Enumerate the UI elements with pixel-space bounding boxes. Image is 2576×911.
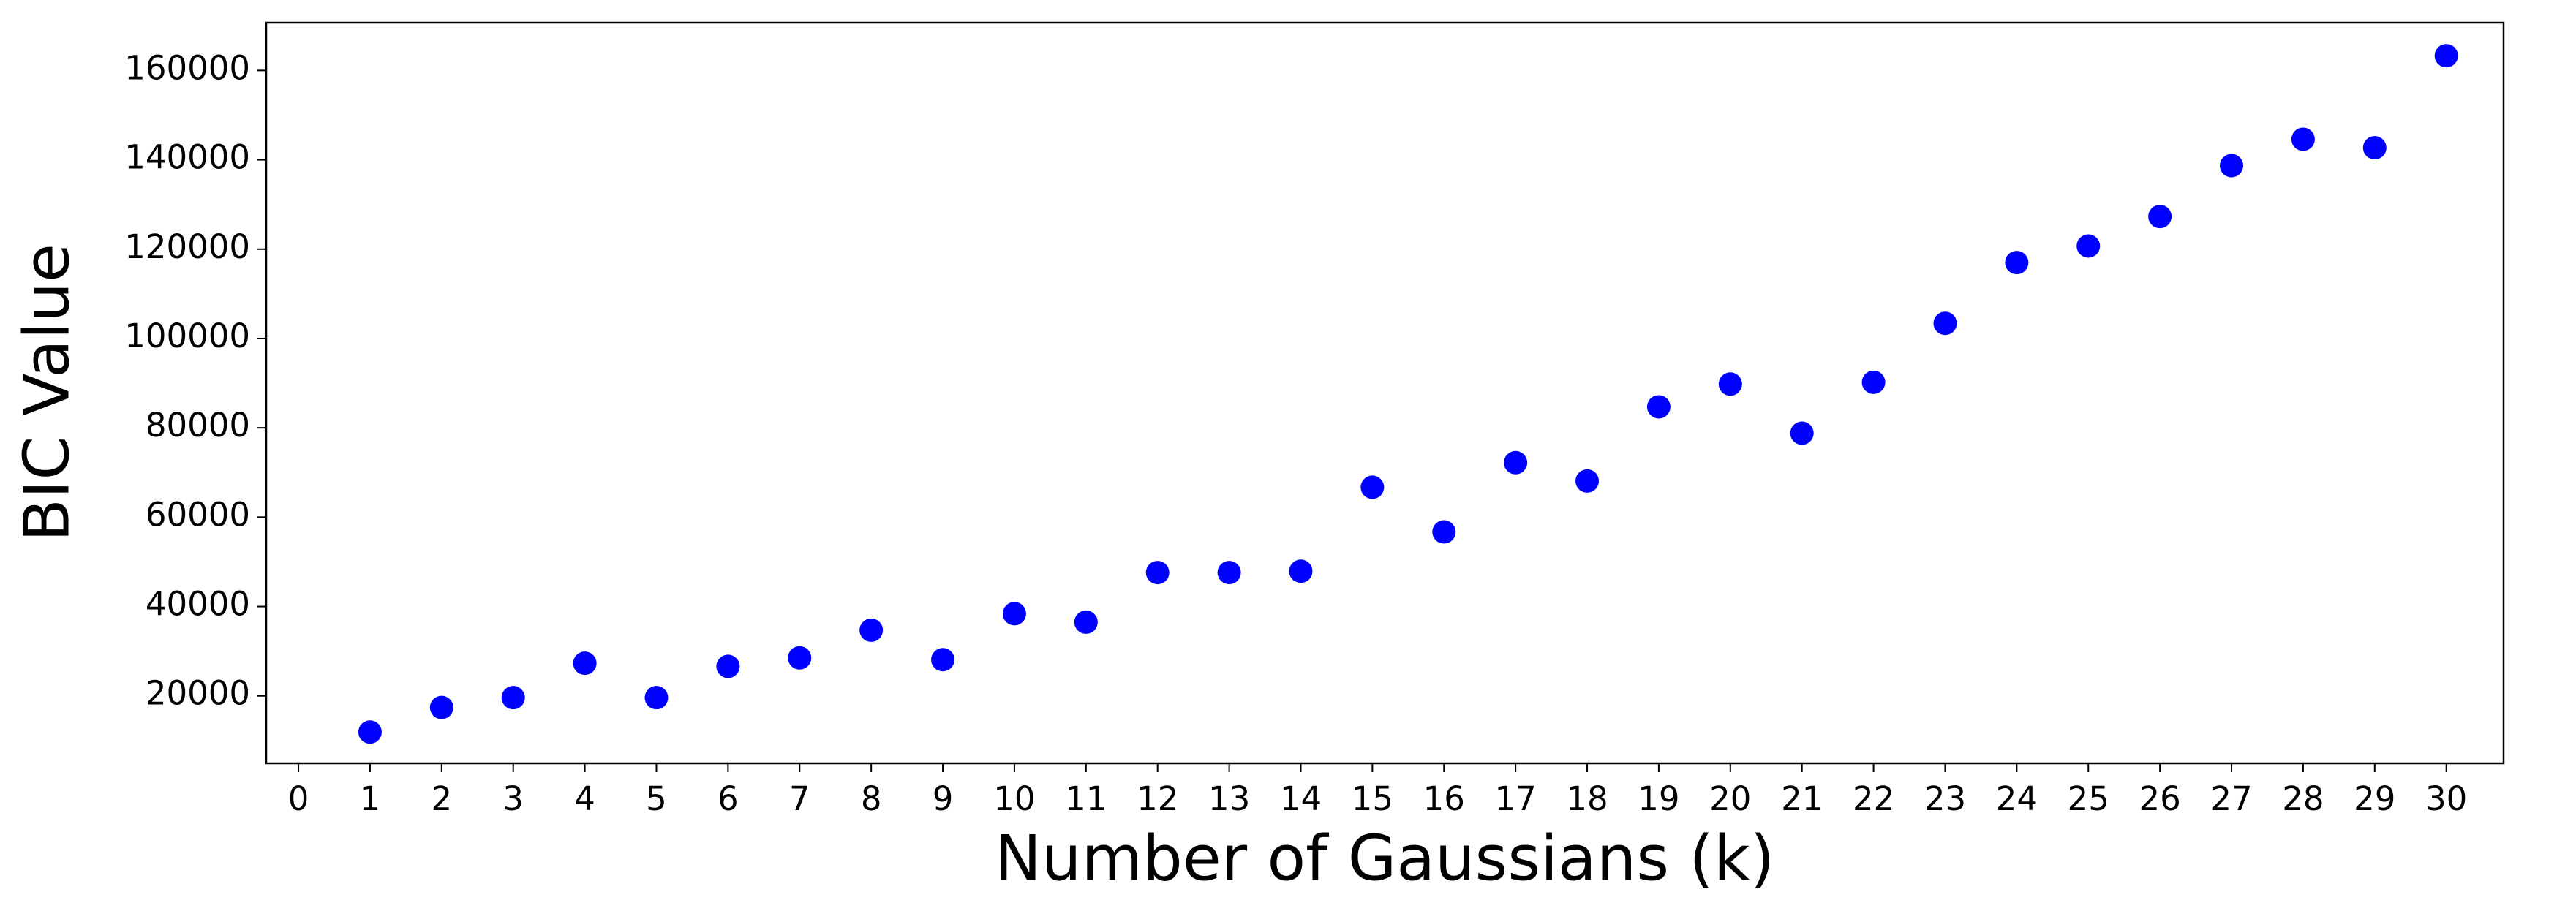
x-tick-label: 8: [861, 779, 882, 818]
point: [358, 720, 382, 744]
point: [1718, 372, 1742, 396]
point: [1861, 370, 1886, 394]
point: [1646, 395, 1671, 419]
x-tick-label: 10: [993, 779, 1035, 818]
y-tick-label: 140000: [124, 138, 250, 177]
point: [931, 648, 955, 672]
point: [1002, 602, 1026, 626]
x-tick-label: 23: [1924, 779, 1966, 818]
point: [1289, 559, 1313, 583]
point: [1432, 520, 1456, 544]
point: [2362, 136, 2387, 160]
x-tick-label: 27: [2210, 779, 2252, 818]
point: [573, 651, 597, 676]
point: [2005, 251, 2029, 275]
point: [1217, 561, 1241, 585]
y-tick-label: 100000: [124, 317, 250, 355]
x-tick-label: 29: [2354, 779, 2395, 818]
x-tick-label: 16: [1423, 779, 1465, 818]
x-tick-label: 6: [718, 779, 739, 818]
x-tick-label: 11: [1065, 779, 1107, 818]
x-tick-label: 26: [2139, 779, 2181, 818]
point: [1790, 421, 1814, 445]
x-tick-label: 21: [1781, 779, 1823, 818]
x-tick-label: 2: [432, 779, 453, 818]
y-tick-label: 80000: [146, 406, 250, 445]
x-tick-label: 20: [1709, 779, 1751, 818]
x-tick-label: 9: [933, 779, 954, 818]
point: [2148, 205, 2172, 229]
x-tick-label: 17: [1495, 779, 1537, 818]
x-tick-label: 22: [1853, 779, 1894, 818]
point: [501, 686, 525, 710]
plot-frame: [265, 21, 2505, 765]
point: [1504, 450, 1528, 475]
x-tick-label: 5: [646, 779, 667, 818]
x-tick-label: 30: [2425, 779, 2467, 818]
point: [1145, 561, 1170, 585]
x-tick-label: 3: [502, 779, 524, 818]
y-tick-label: 60000: [146, 495, 250, 534]
x-tick-label: 12: [1137, 779, 1178, 818]
x-tick-label: 24: [1996, 779, 2038, 818]
point: [429, 695, 453, 719]
point: [2291, 127, 2315, 151]
point: [1575, 469, 1600, 493]
x-tick-label: 14: [1280, 779, 1322, 818]
x-tick-label: 13: [1208, 779, 1250, 818]
point: [644, 686, 669, 710]
x-tick-label: 15: [1352, 779, 1393, 818]
y-tick-label: 40000: [146, 585, 250, 624]
y-tick-label: 20000: [146, 674, 250, 713]
x-tick-label: 25: [2068, 779, 2109, 818]
y-axis-label: BIC Value: [10, 243, 83, 542]
point: [1074, 610, 1098, 634]
x-axis-label: Number of Gaussians (k): [995, 822, 1775, 895]
point: [1360, 475, 1385, 499]
x-tick-label: 19: [1638, 779, 1679, 818]
x-tick-label: 1: [360, 779, 381, 818]
point: [859, 618, 884, 642]
point: [1933, 311, 1957, 336]
x-tick-label: 7: [789, 779, 810, 818]
x-tick-label: 28: [2282, 779, 2324, 818]
x-tick-label: 4: [574, 779, 595, 818]
point: [2076, 234, 2101, 258]
point: [2220, 154, 2244, 178]
point: [716, 654, 740, 678]
y-tick-label: 160000: [124, 48, 250, 87]
x-tick-label: 18: [1566, 779, 1608, 818]
x-tick-label: 0: [288, 779, 309, 818]
point: [2434, 44, 2458, 68]
y-tick-label: 120000: [124, 227, 250, 266]
point: [788, 646, 812, 670]
